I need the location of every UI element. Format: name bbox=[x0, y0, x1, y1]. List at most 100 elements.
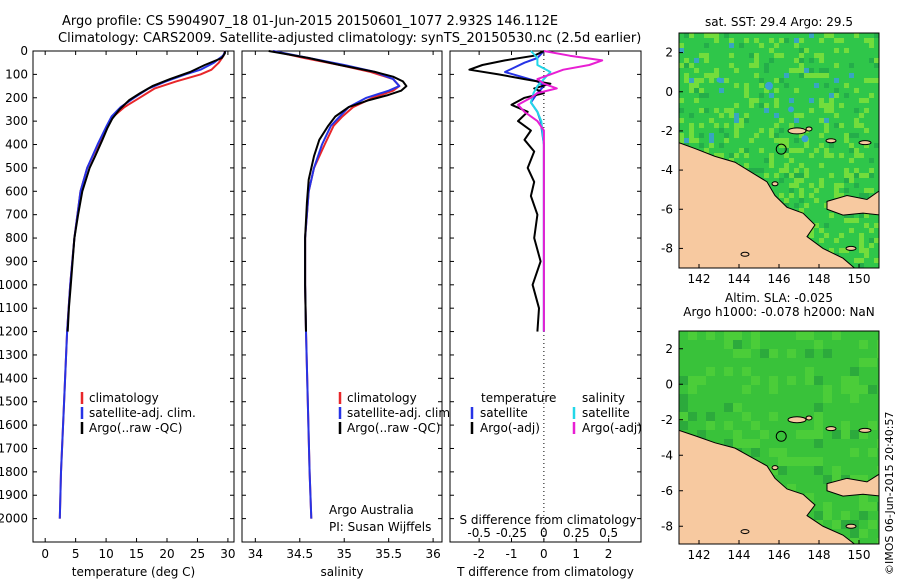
sst_map-cell bbox=[804, 68, 809, 73]
sst_map-cell bbox=[819, 73, 824, 78]
sst_map-cell bbox=[729, 158, 734, 163]
sst_map-cell bbox=[794, 148, 799, 153]
sla_map-cell bbox=[787, 376, 796, 385]
sla_map-cell bbox=[832, 466, 841, 475]
sla_map-cell bbox=[778, 448, 787, 457]
sst_map-cell bbox=[809, 68, 814, 73]
sst_map-cell bbox=[694, 78, 699, 83]
sla_map-cell bbox=[877, 439, 879, 448]
sst_map-cell bbox=[689, 133, 694, 138]
small-island bbox=[740, 529, 750, 535]
sst_map-cell bbox=[829, 153, 834, 158]
sla_map-ytick-label: 2 bbox=[665, 342, 673, 356]
sst_map-cell bbox=[814, 223, 819, 228]
sst_map-cell bbox=[819, 178, 824, 183]
depth-tick-label: 900 bbox=[5, 254, 28, 268]
sst_map-cell bbox=[834, 123, 839, 128]
sst_map-cell bbox=[859, 263, 864, 268]
sst_map-cell bbox=[709, 78, 714, 83]
depth-tick-label: 1500 bbox=[0, 395, 28, 409]
sst_map-cell bbox=[784, 198, 789, 203]
sla_map-ytick-label: -4 bbox=[661, 448, 673, 462]
difference-xlabel: T difference from climatology bbox=[456, 565, 634, 579]
sla_map-cell bbox=[805, 430, 814, 439]
sst_map-cell bbox=[769, 48, 774, 53]
sst_map-cell bbox=[834, 78, 839, 83]
sst_map-cell bbox=[799, 163, 804, 168]
sst_map-cell bbox=[794, 183, 799, 188]
sst_map-cell bbox=[759, 103, 764, 108]
sla_map-cell bbox=[859, 502, 868, 511]
sst_map-cell bbox=[769, 158, 774, 163]
difference-top-label: S difference from climatology bbox=[460, 513, 637, 527]
sst_map-cell bbox=[824, 103, 829, 108]
sla_map-cell bbox=[778, 466, 787, 475]
sst_map-cell bbox=[794, 173, 799, 178]
sst_map-cell bbox=[834, 48, 839, 53]
sst_map-cell bbox=[699, 53, 704, 58]
sst_map-cell bbox=[679, 108, 684, 113]
sst_map-cell bbox=[689, 123, 694, 128]
sla_map-cell bbox=[877, 502, 879, 511]
sst_map-cell bbox=[834, 88, 839, 93]
sst_map-cell bbox=[709, 73, 714, 78]
sla_map-ytick-label: -2 bbox=[661, 413, 673, 427]
sla_map-cell bbox=[742, 385, 751, 394]
sst_map-cell bbox=[784, 138, 789, 143]
sla_map-ytick-label: -8 bbox=[661, 519, 673, 533]
sla_map-cell bbox=[805, 331, 814, 340]
sla_map-cell bbox=[823, 385, 832, 394]
sst_map-cell bbox=[864, 143, 869, 148]
sla_map-cell bbox=[787, 484, 796, 493]
sst_map-cell bbox=[809, 58, 814, 63]
sla_map-cell bbox=[850, 376, 859, 385]
sla_map-cell bbox=[859, 358, 868, 367]
sst_map-cell bbox=[819, 118, 824, 123]
sst_map-cell bbox=[714, 38, 719, 43]
sla_map-cell bbox=[751, 331, 760, 340]
sst_map-cell bbox=[844, 93, 849, 98]
sla_map-xtick-label: 142 bbox=[688, 548, 711, 562]
sst_map-cell bbox=[784, 153, 789, 158]
sst_map-cell bbox=[849, 63, 854, 68]
sla-map-title-2: Argo h1000: -0.078 h2000: NaN bbox=[683, 305, 875, 319]
sst_map-cell bbox=[789, 173, 794, 178]
sst_map-cell bbox=[684, 33, 689, 38]
sst_map-cell bbox=[789, 123, 794, 128]
sst_map-cell bbox=[699, 88, 704, 93]
sst_map-cell bbox=[769, 163, 774, 168]
sst-map-title: sat. SST: 29.4 Argo: 29.5 bbox=[705, 15, 853, 29]
sla_map-cell bbox=[832, 430, 841, 439]
sla_map-cell bbox=[850, 394, 859, 403]
sst_map-cell bbox=[684, 63, 689, 68]
depth-tick-label: 1300 bbox=[0, 348, 28, 362]
sla_map-cell bbox=[841, 421, 850, 430]
land-new-guinea bbox=[679, 429, 856, 544]
small-island bbox=[858, 140, 872, 146]
sst_map-cell bbox=[744, 83, 749, 88]
sla_map-content bbox=[679, 331, 879, 544]
diff-legend-label: satellite bbox=[480, 406, 528, 420]
sla_map-cell bbox=[859, 493, 868, 502]
sla_map-cell bbox=[841, 376, 850, 385]
difference-xtick-label: -2 bbox=[473, 547, 485, 561]
sst_map-cell bbox=[859, 238, 864, 243]
sst_map-cell bbox=[849, 178, 854, 183]
sla_map-cell bbox=[751, 421, 760, 430]
sst_map-cell bbox=[689, 88, 694, 93]
sst_map-cell bbox=[839, 103, 844, 108]
sst_map-cell bbox=[819, 163, 824, 168]
sst_map-cell bbox=[744, 118, 749, 123]
sst_map-cell bbox=[724, 123, 729, 128]
sst_map-cell bbox=[869, 58, 874, 63]
sst_map-cell bbox=[699, 143, 704, 148]
sst_map-cell bbox=[854, 33, 859, 38]
sst_map-xtick-label: 144 bbox=[728, 272, 751, 286]
sst_map-cell bbox=[769, 128, 774, 133]
sst_map-cell bbox=[849, 228, 854, 233]
sst_map-cell bbox=[824, 223, 829, 228]
small-island bbox=[858, 427, 872, 433]
sst_map-cell bbox=[729, 63, 734, 68]
sst_map-cell bbox=[859, 193, 864, 198]
